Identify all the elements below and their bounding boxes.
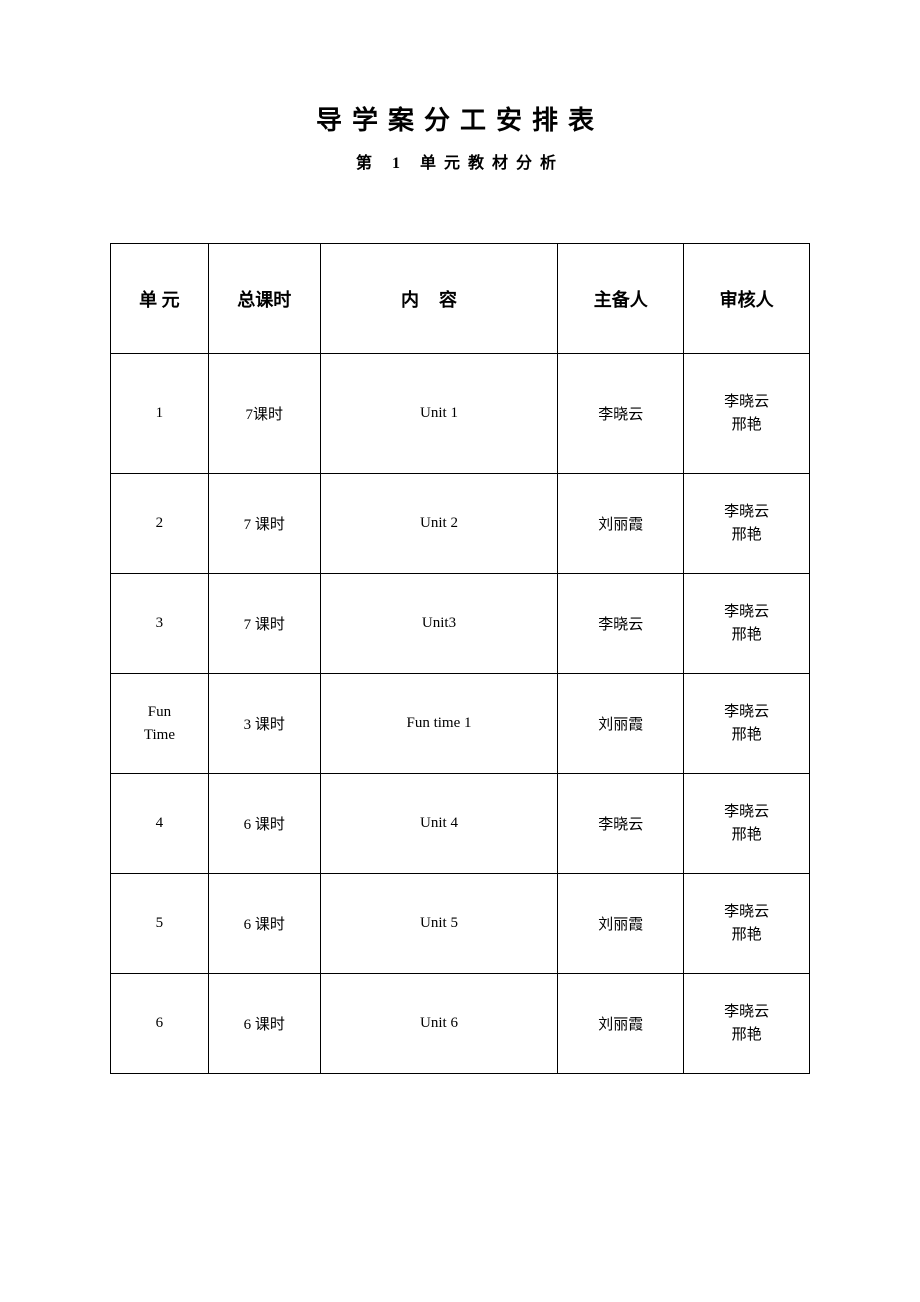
table-row: 5 6 课时 Unit 5 刘丽霞 李晓云 邢艳 [111,874,810,974]
review-line2: 邢艳 [688,824,805,847]
cell-unit: 3 [111,574,209,674]
review-line1: 李晓云 [688,901,805,924]
cell-hours: 6 课时 [208,974,320,1074]
review-line2: 邢艳 [688,524,805,547]
cell-hours: 6 课时 [208,874,320,974]
table-row: 2 7 课时 Unit 2 刘丽霞 李晓云 邢艳 [111,474,810,574]
table-row: Fun Time 3 课时 Fun time 1 刘丽霞 李晓云 邢艳 [111,674,810,774]
assignment-table: 单 元 总课时 内容 主备人 审核人 1 7课时 Unit 1 李晓云 李晓云 … [110,243,810,1074]
cell-hours: 7课时 [208,354,320,474]
cell-review: 李晓云 邢艳 [684,974,810,1074]
col-header-main: 主备人 [558,244,684,354]
cell-review: 李晓云 邢艳 [684,354,810,474]
col-header-hours: 总课时 [208,244,320,354]
cell-unit: 1 [111,354,209,474]
cell-unit: 6 [111,974,209,1074]
review-line1: 李晓云 [688,601,805,624]
unit-line1: Fun [115,701,204,724]
col-header-unit: 单 元 [111,244,209,354]
col-header-review: 审核人 [684,244,810,354]
review-line2: 邢艳 [688,624,805,647]
cell-content: Unit 5 [320,874,558,974]
subtitle-prefix: 第 [356,155,380,172]
cell-review: 李晓云 邢艳 [684,674,810,774]
cell-hours: 6 课时 [208,774,320,874]
review-line2: 邢艳 [688,414,805,437]
unit-line2: Time [115,724,204,747]
page-title: 导学案分工安排表 [110,100,810,137]
cell-hours: 3 课时 [208,674,320,774]
review-line1: 李晓云 [688,391,805,414]
review-line1: 李晓云 [688,801,805,824]
review-line2: 邢艳 [688,1024,805,1047]
content-header-char2: 容 [439,290,477,310]
cell-main: 李晓云 [558,774,684,874]
cell-review: 李晓云 邢艳 [684,574,810,674]
page-subtitle: 第 1 单元教材分析 [110,149,810,173]
cell-hours: 7 课时 [208,574,320,674]
cell-main: 李晓云 [558,574,684,674]
table-row: 6 6 课时 Unit 6 刘丽霞 李晓云 邢艳 [111,974,810,1074]
cell-main: 刘丽霞 [558,474,684,574]
table-row: 4 6 课时 Unit 4 李晓云 李晓云 邢艳 [111,774,810,874]
table-row: 1 7课时 Unit 1 李晓云 李晓云 邢艳 [111,354,810,474]
cell-hours: 7 课时 [208,474,320,574]
review-line2: 邢艳 [688,724,805,747]
cell-review: 李晓云 邢艳 [684,874,810,974]
review-line1: 李晓云 [688,1001,805,1024]
cell-review: 李晓云 邢艳 [684,774,810,874]
review-line1: 李晓云 [688,701,805,724]
cell-unit: 5 [111,874,209,974]
cell-review: 李晓云 邢艳 [684,474,810,574]
cell-content: Unit3 [320,574,558,674]
cell-unit: 4 [111,774,209,874]
table-header-row: 单 元 总课时 内容 主备人 审核人 [111,244,810,354]
cell-content: Unit 2 [320,474,558,574]
cell-content: Unit 4 [320,774,558,874]
subtitle-suffix: 单元教材分析 [420,155,564,172]
col-header-content: 内容 [320,244,558,354]
review-line2: 邢艳 [688,924,805,947]
cell-content: Unit 6 [320,974,558,1074]
subtitle-number: 1 [392,155,408,172]
cell-unit: Fun Time [111,674,209,774]
cell-main: 刘丽霞 [558,974,684,1074]
cell-content: Fun time 1 [320,674,558,774]
review-line1: 李晓云 [688,501,805,524]
cell-main: 刘丽霞 [558,674,684,774]
content-header-char1: 内 [401,290,439,310]
cell-unit: 2 [111,474,209,574]
cell-content: Unit 1 [320,354,558,474]
cell-main: 李晓云 [558,354,684,474]
cell-main: 刘丽霞 [558,874,684,974]
table-row: 3 7 课时 Unit3 李晓云 李晓云 邢艳 [111,574,810,674]
